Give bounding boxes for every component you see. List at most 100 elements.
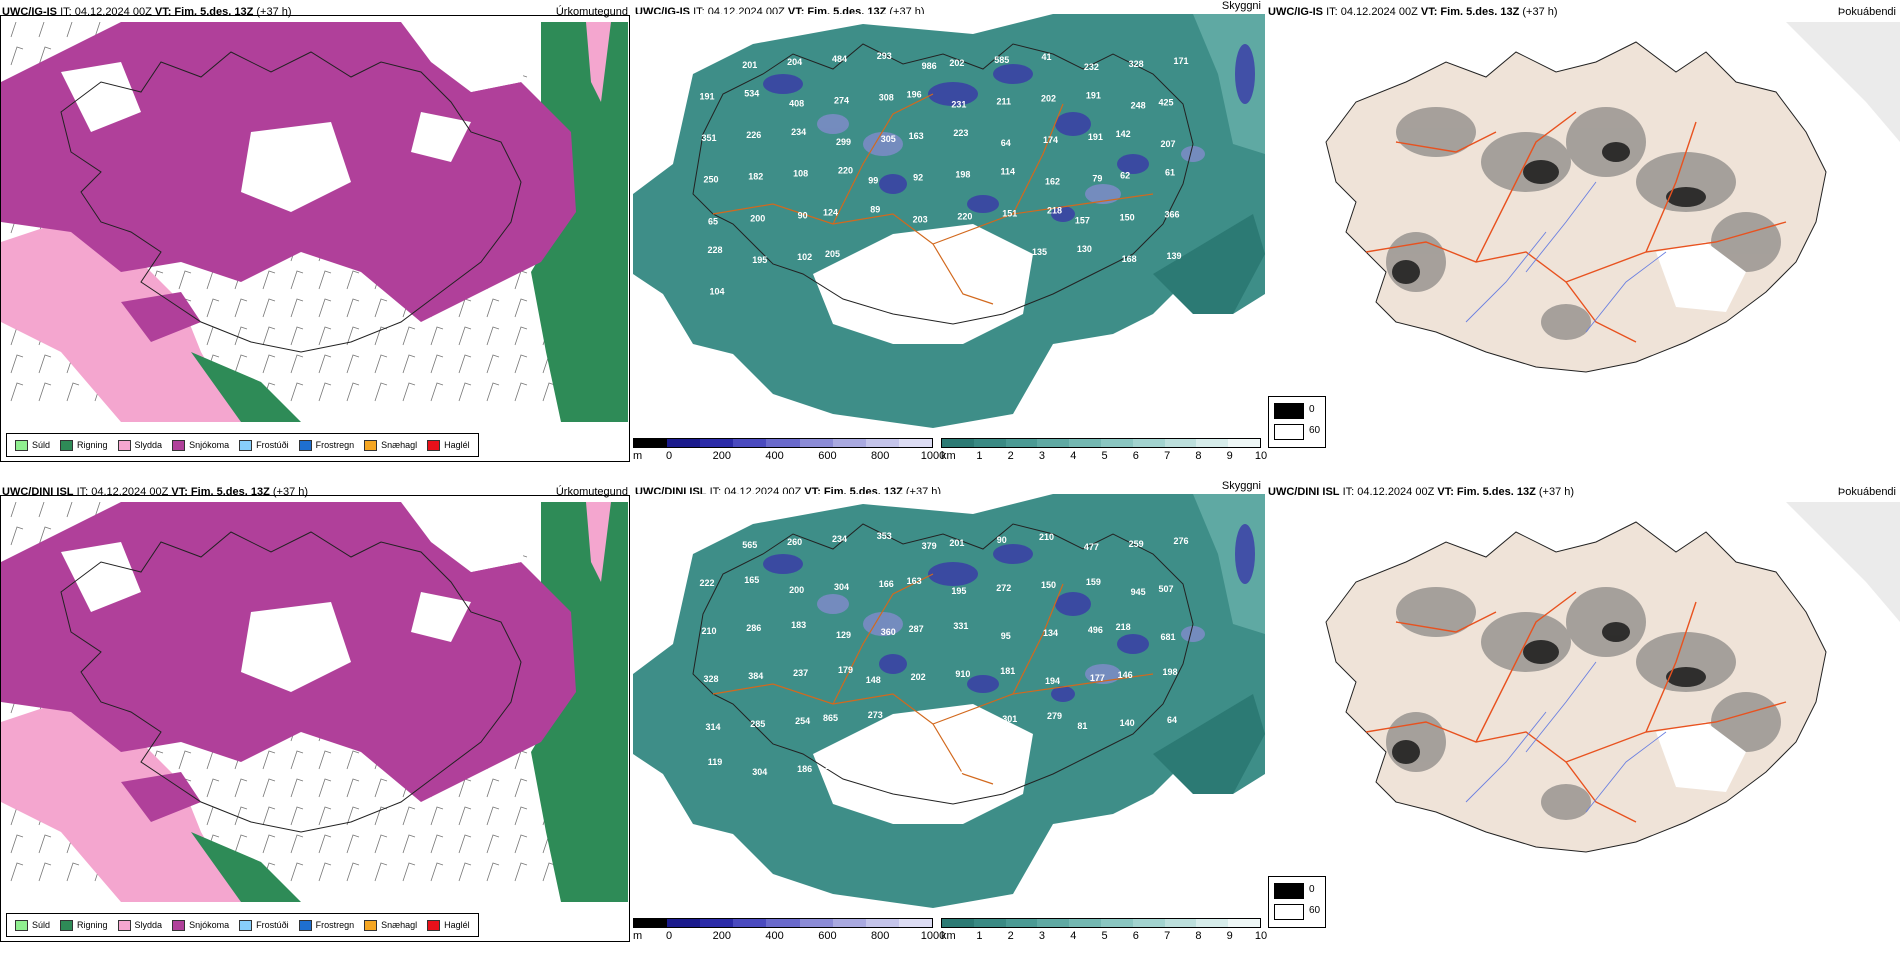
precip-legend-swatch xyxy=(60,919,74,931)
wind-barb xyxy=(374,298,388,318)
wind-barb xyxy=(66,502,73,518)
cloud-base-label: 163 xyxy=(909,131,924,141)
wind-barb xyxy=(290,270,304,290)
wind-barb xyxy=(290,326,304,346)
cloud-base-label: 353 xyxy=(877,531,892,541)
wind-barb xyxy=(486,354,500,374)
precip-legend-label: Snjókoma xyxy=(189,440,230,450)
cloud-base-colorbar-bars xyxy=(633,918,933,928)
wind-barb xyxy=(10,22,17,38)
wind-barb xyxy=(262,298,276,318)
cloud-base-label: 64 xyxy=(1167,715,1177,725)
cloud-base-label: 134 xyxy=(1043,628,1058,638)
precip-legend-label: Snæhagl xyxy=(381,440,418,450)
cloud-base-label: 565 xyxy=(742,540,757,550)
cloud-base-label: 496 xyxy=(1088,625,1103,635)
cloud-base-label: 162 xyxy=(870,246,885,256)
wind-barb xyxy=(430,326,444,346)
valid-time: Fim. 5.des. 13Z xyxy=(190,486,270,498)
cloud-base-label: 139 xyxy=(1166,251,1181,261)
wind-barb xyxy=(66,382,80,402)
precip-legend-item: Slydda xyxy=(117,439,162,451)
wind-barb xyxy=(206,298,220,318)
cloud-base-label: 207 xyxy=(1160,139,1175,149)
precip-legend-item: Snjókoma xyxy=(172,439,230,451)
cloud-base-label: 279 xyxy=(1047,711,1062,721)
visibility-tick: 10 xyxy=(1254,930,1268,942)
init-time: IT: 04.12.2024 00Z xyxy=(60,6,152,18)
wind-barb xyxy=(290,834,304,854)
visibility-color-step xyxy=(1164,439,1197,447)
panel-header: UWC/IG-IS IT: 04.12.2024 00Z VT: Fim. 5.… xyxy=(2,6,628,22)
cloud-base-label: 945 xyxy=(1131,587,1146,597)
valid-time: Fim. 5.des. 13Z xyxy=(174,6,254,18)
wind-barb xyxy=(234,778,248,798)
precip-legend-swatch xyxy=(172,439,186,451)
cloud-base-label: 89 xyxy=(870,204,880,214)
wind-barb xyxy=(66,22,73,38)
wind-barb xyxy=(486,326,500,346)
wind-barb xyxy=(374,778,388,798)
fog-map xyxy=(1266,502,1900,928)
precip-type-frame xyxy=(0,15,630,462)
cloud-base-label: 220 xyxy=(838,166,853,176)
forecast-row-ig-is: UWC/IG-IS IT: 04.12.2024 00Z VT: Fim. 5.… xyxy=(0,0,1900,464)
cloud-base-color-step xyxy=(634,919,668,927)
cloud-base-label: 328 xyxy=(1129,59,1144,69)
cloud-base-color-step xyxy=(898,439,932,447)
visibility-ticks: 1 2 3 4 5 6 7 8 9 10 xyxy=(941,450,1267,464)
cloud-base-label: 142 xyxy=(1116,129,1131,139)
wind-barb xyxy=(402,834,416,854)
visibility-color-step xyxy=(973,439,1006,447)
cloud-base-label: 286 xyxy=(746,623,761,633)
wind-barb xyxy=(458,834,472,854)
cloud-base-label: 285 xyxy=(750,719,765,729)
cloud-base-label: 202 xyxy=(949,58,964,68)
precip-legend-swatch xyxy=(239,919,253,931)
precip-legend-item: Snjókoma xyxy=(172,919,229,931)
precip-legend-label: Rigning xyxy=(77,920,108,930)
wind-barb xyxy=(486,834,500,854)
cloud-base-label: 95 xyxy=(1001,631,1011,641)
lead-time: (+37 h) xyxy=(256,6,292,18)
visibility-color-step xyxy=(1037,439,1070,447)
cloud-base-tick: 400 xyxy=(765,450,784,462)
field-name: Úrkomutegund xyxy=(555,6,628,18)
wind-barb xyxy=(234,354,248,374)
precip-legend: Súld Rigning Slydda Snjókoma Frostúði Frostre… xyxy=(6,433,479,457)
cloud-base-label: 62 xyxy=(1120,171,1130,181)
wind-barb xyxy=(318,834,332,854)
cloud-base-label: 81 xyxy=(1077,721,1087,731)
cloud-base-label: 299 xyxy=(836,137,851,147)
fog-legend: 0 60 xyxy=(1268,396,1326,448)
wind-barb xyxy=(486,806,500,826)
fog-panel: UWC/DINI ISL IT: 04.12.2024 00Z VT: Fim.… xyxy=(1266,480,1900,950)
cloud-base-label: 328 xyxy=(703,674,718,684)
wind-barb xyxy=(346,382,360,402)
visibility-color-step xyxy=(1164,919,1197,927)
cloud-base-label: 202 xyxy=(911,672,926,682)
cloud-base-label: 181 xyxy=(1000,666,1015,676)
cloud-base-label: 204 xyxy=(787,57,802,67)
cloud-base-label: 179 xyxy=(838,665,853,675)
visibility-tick: 2 xyxy=(1007,450,1014,462)
visibility-tick: 3 xyxy=(1038,450,1046,462)
cloud-base-color-step xyxy=(667,919,701,927)
visibility-tick: 1 xyxy=(976,930,983,942)
wind-barb xyxy=(10,526,24,546)
wind-barb xyxy=(290,778,304,798)
precip-legend-swatch xyxy=(239,439,253,451)
visibility-color-step xyxy=(942,919,974,927)
cloud-base-label: 248 xyxy=(1131,101,1146,111)
wind-barb xyxy=(38,46,52,66)
fog-legend-label-60: 60 xyxy=(1309,425,1321,436)
wind-barb xyxy=(346,354,360,374)
field-name: Þokuábendi xyxy=(1837,486,1896,498)
cloud-base-label: 198 xyxy=(1162,667,1177,677)
cloud-base-tick: 0 xyxy=(665,450,673,462)
precip-type-map xyxy=(1,502,630,902)
cloud-base-tick: 1000 xyxy=(920,450,946,462)
visibility-tick: 6 xyxy=(1132,930,1139,942)
cloud-base-tick: 1000 xyxy=(920,930,946,942)
precip-legend-item: Snæhagl xyxy=(364,439,418,451)
